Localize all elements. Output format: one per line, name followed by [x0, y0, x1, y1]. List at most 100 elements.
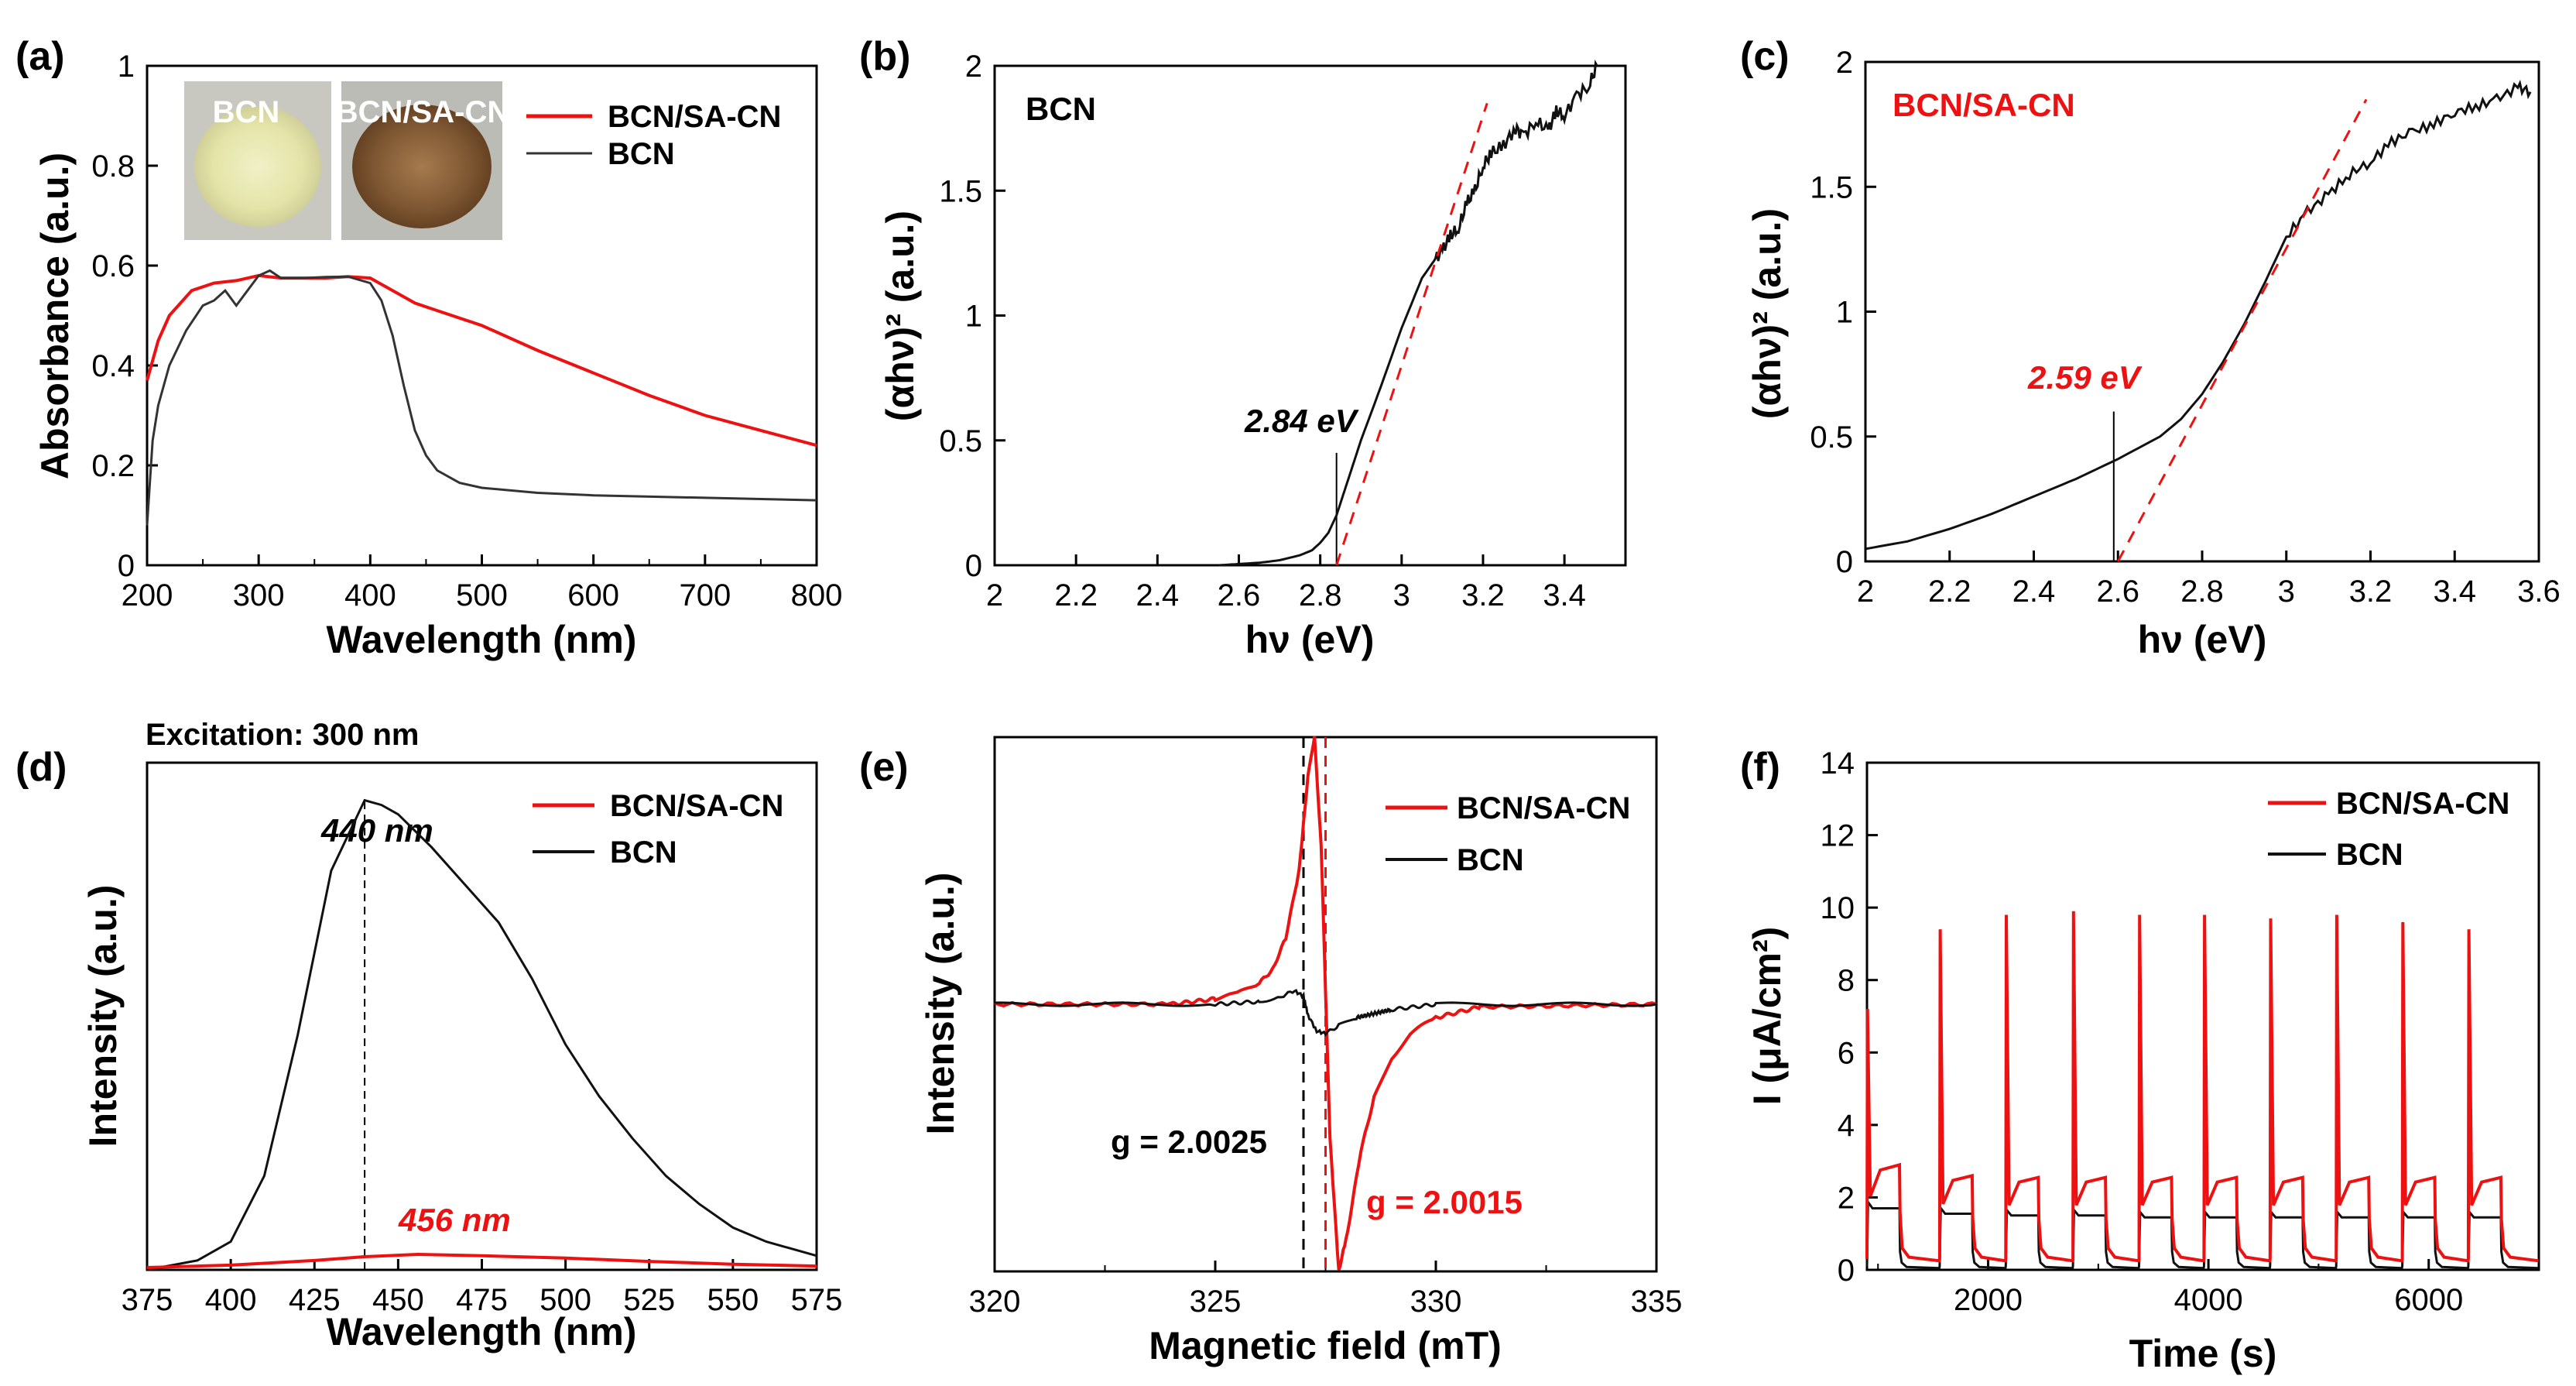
tangent-b — [1335, 102, 1488, 566]
series-b-bcn — [1218, 59, 1598, 567]
tick-layer-f: 2000 4000 6000 0 2 4 6 8 10 12 14 — [1821, 746, 2464, 1317]
x-tick-label-a: 200 — [122, 578, 173, 612]
x-tick-label-e: 325 — [1190, 1285, 1242, 1319]
x-tick-label-c: 2.6 — [2096, 575, 2139, 609]
legend-f: BCN/SA-CN BCN — [2268, 787, 2509, 872]
x-tick-label-c: 3.2 — [2349, 575, 2393, 609]
x-tick-label-b: 3.2 — [1461, 578, 1505, 612]
x-tick-label-a: 800 — [791, 578, 843, 612]
y-tick-label-f: 14 — [1821, 746, 1855, 780]
plot-frame-c — [1864, 60, 2540, 563]
y-tick-label-a: 0.4 — [91, 349, 135, 383]
y-tick-label-b: 2 — [965, 50, 982, 84]
photo-label-bcn-sa-cn: BCN/SA-CN — [336, 95, 509, 129]
y-axis-label-f: I (μA/cm²) — [1745, 927, 1789, 1106]
panel-label-f: (f) — [1740, 745, 1780, 790]
powder-bcn — [194, 106, 321, 227]
y-axis-label-c: (αhν)² (a.u.) — [1745, 208, 1789, 419]
x-tick-label-c: 2.2 — [1928, 575, 1971, 609]
panel-label-d: (d) — [15, 745, 67, 790]
panel-c: (c) 2 2.2 2.4 2.6 2.8 3 3.2 3.4 3.6 0 0.5 1 1.5 2 hν … — [1740, 34, 2561, 661]
x-tick-label-d: 450 — [372, 1283, 424, 1317]
y-tick-label-f: 4 — [1838, 1109, 1855, 1143]
peak-label-bcn-sa-cn: 456 nm — [398, 1202, 511, 1238]
x-tick-label-c: 3.4 — [2433, 575, 2476, 609]
x-tick-label-a: 300 — [233, 578, 285, 612]
legend-label-a-1: BCN — [608, 137, 675, 171]
x-axis-label-d: Wavelength (nm) — [327, 1310, 637, 1353]
x-tick-label-d: 475 — [456, 1283, 508, 1317]
y-tick-label-f: 2 — [1838, 1181, 1855, 1215]
legend-d: BCN/SA-CN BCN — [533, 789, 783, 870]
x-tick-label-e: 330 — [1410, 1285, 1462, 1319]
legend-label-e-1: BCN — [1457, 843, 1524, 877]
sample-label-c: BCN/SA-CN — [1893, 87, 2075, 123]
series-e-bcn-sa-cn — [994, 736, 1657, 1271]
legend-label-f-1: BCN — [2336, 838, 2403, 872]
y-tick-label-a: 0.2 — [91, 449, 135, 483]
y-tick-label-f: 12 — [1821, 819, 1855, 853]
y-tick-label-a: 1 — [118, 50, 135, 84]
x-tick-label-a: 700 — [679, 578, 731, 612]
series-d-bcn-sa-cn — [146, 1252, 817, 1269]
x-tick-label-d: 375 — [122, 1283, 173, 1317]
y-tick-label-c: 1.5 — [1810, 170, 1853, 204]
y-tick-label-a: 0.8 — [91, 149, 135, 184]
y-tick-label-c: 2 — [1836, 46, 1853, 80]
y-tick-label-b: 0 — [965, 549, 982, 583]
x-tick-label-b: 2 — [986, 578, 1003, 612]
x-tick-label-b: 3.4 — [1543, 578, 1586, 612]
tick-layer-d: 375 400 425 450 475 500 525 550 575 — [122, 1259, 842, 1317]
x-tick-label-c: 3.6 — [2517, 575, 2561, 609]
x-tick-label-d: 550 — [707, 1283, 759, 1317]
y-tick-label-c: 1 — [1836, 296, 1853, 330]
legend-label-d-1: BCN — [610, 835, 677, 870]
legend-label-a-0: BCN/SA-CN — [608, 100, 781, 134]
panel-label-e: (e) — [859, 745, 909, 790]
x-tick-label-b: 2.8 — [1299, 578, 1342, 612]
series-d-bcn — [146, 798, 817, 1271]
y-axis-label-b: (αhν)² (a.u.) — [879, 211, 922, 421]
series-a-bcn-sa-cn — [146, 273, 817, 448]
g-label-bcn-sa-cn: g = 2.0015 — [1366, 1184, 1523, 1220]
y-tick-label-a: 0 — [118, 549, 135, 583]
bandgap-label-c: 2.59 eV — [2027, 359, 2143, 396]
y-tick-label-f: 8 — [1838, 964, 1855, 998]
tick-layer-e: 320 325 330 335 — [969, 1261, 1682, 1319]
panel-label-b: (b) — [859, 34, 910, 79]
x-tick-label-f: 2000 — [1954, 1283, 2023, 1317]
series-a-bcn — [146, 269, 817, 526]
tick-layer-a: 200 300 400 500 600 700 800 0 0.2 0.4 0.6 0.8 1 — [91, 50, 842, 612]
peak-label-bcn: 440 nm — [320, 812, 433, 849]
legend-label-e-0: BCN/SA-CN — [1457, 791, 1630, 825]
powder-bcn-sa-cn — [352, 105, 492, 228]
x-tick-label-c: 3 — [2278, 575, 2295, 609]
y-tick-label-b: 1 — [965, 300, 982, 334]
x-tick-label-a: 500 — [456, 578, 508, 612]
x-tick-label-e: 320 — [969, 1285, 1021, 1319]
y-tick-label-c: 0.5 — [1810, 420, 1853, 455]
y-axis-label-d: Intensity (a.u.) — [81, 885, 125, 1148]
panel-a: (a) 200 300 400 500 600 700 80000.20.40.60.81 … — [15, 34, 842, 661]
panel-d: (d) Excitation: 300 nm 375 400 425 450 475 50… — [15, 718, 842, 1353]
legend-label-d-0: BCN/SA-CN — [610, 789, 783, 823]
photo-inset: BCN BCN/SA-CN — [184, 81, 509, 240]
series-f-bcn-sa-cn — [1865, 911, 2539, 1263]
plot-frame-d — [146, 761, 818, 1271]
x-tick-label-b: 3 — [1393, 578, 1410, 612]
x-tick-label-d: 425 — [289, 1283, 341, 1317]
photo-label-bcn: BCN — [213, 95, 280, 129]
y-tick-label-b: 1.5 — [939, 174, 982, 208]
x-tick-label-f: 6000 — [2394, 1283, 2463, 1317]
y-tick-label-b: 0.5 — [939, 424, 982, 458]
series-f-bcn — [1865, 1198, 2539, 1270]
title-d: Excitation: 300 nm — [146, 718, 419, 752]
panel-b: (b) 2 2.2 2.4 2.6 2.8 3 3.2 3.4 0 0.5 1 1.5 2 hν (eV… — [859, 34, 1627, 661]
series-e-bcn — [994, 989, 1657, 1038]
x-axis-label-c: hν (eV) — [2138, 618, 2267, 661]
x-tick-label-b: 2.4 — [1136, 578, 1180, 612]
x-tick-label-c: 2.8 — [2180, 575, 2224, 609]
panel-e: (e) 320 325 330 335 Magnetic field (mT) Int… — [859, 736, 1682, 1367]
sample-label-b: BCN — [1026, 91, 1096, 127]
panel-label-a: (a) — [15, 34, 65, 79]
